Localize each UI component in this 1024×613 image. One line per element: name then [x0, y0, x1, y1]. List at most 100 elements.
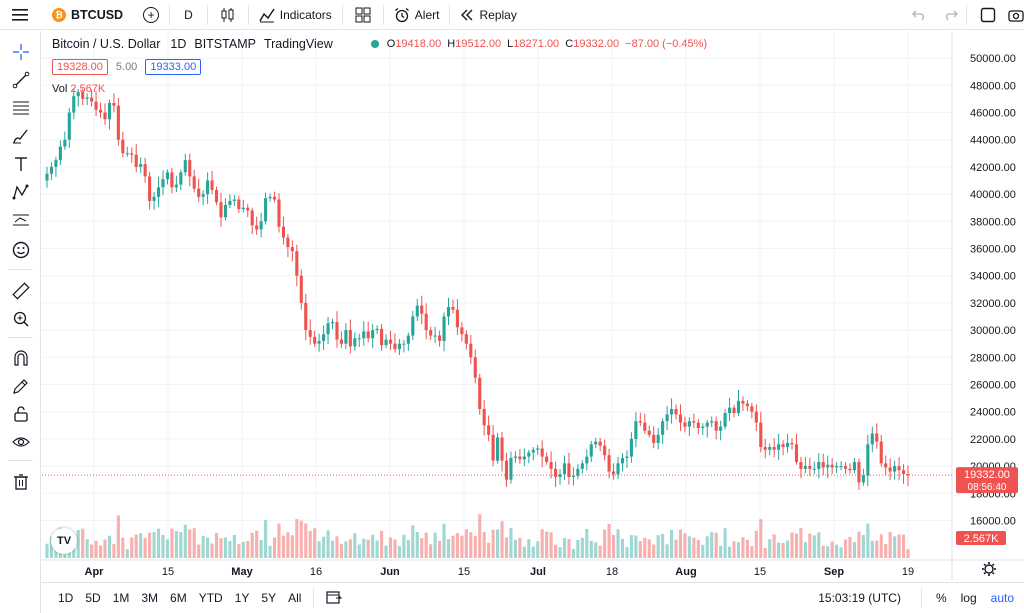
hide-drawings-tool[interactable]: [0, 429, 41, 455]
candle-body: [375, 328, 379, 331]
chart-type-button[interactable]: [208, 0, 248, 30]
compare-symbol-button[interactable]: +: [133, 0, 169, 30]
price-tick-label: 28000.00: [970, 352, 1016, 364]
volume-bar: [286, 532, 290, 558]
candle-body: [322, 334, 326, 341]
trend-line-tool[interactable]: [0, 67, 41, 93]
ask-price-button[interactable]: 19333.00: [145, 59, 202, 75]
candle-body: [406, 335, 410, 344]
volume-bar: [714, 532, 718, 558]
layouts-button[interactable]: [343, 0, 383, 30]
legend-title: Bitcoin / U.S. Dollar: [52, 37, 161, 51]
text-tool[interactable]: [0, 151, 41, 177]
alert-button[interactable]: Alert: [384, 0, 450, 30]
volume-bar: [607, 523, 611, 558]
candle-body: [259, 221, 263, 230]
remove-drawings-tool[interactable]: [0, 469, 41, 495]
candle-body: [661, 421, 665, 435]
volume-bar: [576, 539, 580, 558]
volume-bar: [571, 548, 575, 558]
volume-bar: [785, 540, 790, 558]
range-3m[interactable]: 3M: [141, 591, 159, 605]
clock-time[interactable]: 15:03:19 (UTC): [818, 591, 901, 605]
stay-in-drawing-tool[interactable]: [0, 373, 41, 399]
candle-body: [223, 204, 228, 218]
price-tick-label: 22000.00: [970, 434, 1016, 446]
candle-body: [741, 400, 745, 404]
candle-body: [90, 97, 94, 102]
symbol-search-button[interactable]: ₿ BTCUSD: [40, 0, 133, 30]
range-1m[interactable]: 1M: [112, 591, 130, 605]
magnet-tool[interactable]: [0, 345, 41, 371]
candle-body: [58, 146, 62, 161]
volume-bar: [732, 541, 736, 558]
volume-bar: [393, 539, 397, 558]
candle-body: [411, 316, 415, 336]
interval-button[interactable]: D: [170, 0, 207, 30]
candle-body: [571, 475, 575, 477]
auto-toggle[interactable]: auto: [990, 591, 1014, 605]
candle-body: [620, 457, 625, 464]
volume-bar: [295, 519, 299, 558]
range-ytd[interactable]: YTD: [198, 591, 223, 605]
tradingview-logo[interactable]: TV: [51, 528, 77, 554]
volume-bar: [487, 542, 491, 558]
redo-button[interactable]: [934, 0, 966, 30]
volume-bar: [754, 530, 758, 558]
volume-bar: [678, 529, 683, 558]
log-toggle[interactable]: log: [960, 591, 977, 605]
volume-bar: [317, 541, 321, 558]
volume-bar: [799, 528, 803, 558]
range-5d[interactable]: 5D: [85, 591, 101, 605]
replay-button[interactable]: Replay: [450, 0, 526, 30]
volume-bar: [402, 534, 406, 558]
fullscreen-button[interactable]: [972, 0, 1004, 30]
candle-body: [830, 464, 834, 468]
volume-bar: [223, 537, 228, 558]
price-tick-label: 44000.00: [970, 135, 1016, 147]
range-5y[interactable]: 5Y: [261, 591, 277, 605]
volume-bar: [76, 530, 80, 558]
crosshair-tool[interactable]: [0, 39, 41, 65]
candle-body: [759, 422, 763, 448]
spread-value: 5.00: [115, 61, 138, 73]
icons-tool[interactable]: [0, 237, 41, 263]
volume-bar: [879, 534, 883, 558]
zoom-tool[interactable]: [0, 306, 41, 332]
lock-drawings-tool[interactable]: [0, 401, 41, 427]
price-chart[interactable]: 50000.00 48000.00 46000.00 44000.00 42000.00…: [42, 31, 1024, 581]
range-1d[interactable]: 1D: [58, 591, 74, 605]
candle-body: [281, 226, 286, 238]
volume-bar: [433, 532, 437, 558]
brush-tool[interactable]: [0, 123, 41, 149]
volume-bar: [250, 532, 254, 558]
volume-bar: [330, 540, 335, 558]
measure-tool[interactable]: [0, 278, 41, 304]
prediction-tool[interactable]: [0, 207, 41, 233]
gear-icon[interactable]: [982, 562, 996, 576]
volume-bar: [585, 528, 589, 558]
chart-pane[interactable]: 50000.00 48000.00 46000.00 44000.00 42000.00…: [42, 31, 1024, 581]
menu-button[interactable]: [0, 0, 40, 30]
fib-tool[interactable]: [0, 95, 41, 121]
undo-button[interactable]: [904, 0, 936, 30]
volume-bar: [741, 537, 745, 558]
date-range-button[interactable]: [326, 590, 343, 607]
time-tick-label: 15: [162, 566, 174, 578]
indicators-button[interactable]: Indicators: [249, 0, 342, 30]
candle-body: [295, 251, 299, 276]
bid-price-button[interactable]: 19328.00: [52, 59, 108, 75]
volume-bar: [701, 544, 705, 558]
range-all[interactable]: All: [288, 591, 302, 605]
pattern-tool[interactable]: [0, 179, 41, 205]
range-6m[interactable]: 6M: [170, 591, 187, 605]
symbol-label: BTCUSD: [71, 7, 124, 22]
range-1y[interactable]: 1Y: [234, 591, 250, 605]
volume-bar: [790, 532, 794, 558]
volume-bar: [380, 530, 384, 558]
volume-bar: [826, 546, 830, 558]
snapshot-button[interactable]: [1000, 0, 1024, 30]
candle-body: [290, 247, 294, 252]
candle-body: [790, 442, 794, 445]
percent-toggle[interactable]: %: [935, 591, 947, 605]
